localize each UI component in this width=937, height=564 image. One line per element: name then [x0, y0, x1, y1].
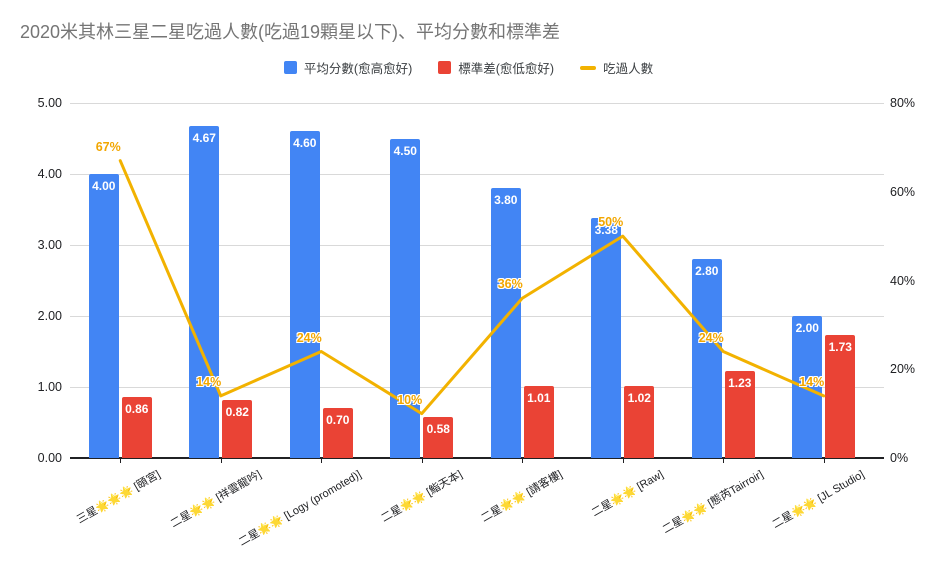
- gridline: [70, 245, 884, 246]
- left-axis-tick-label: 4.00: [37, 167, 62, 181]
- stddev-bar: [121, 396, 152, 458]
- line-point-label: 14%: [799, 374, 825, 389]
- bar-value-label: 0.58: [426, 421, 450, 436]
- left-axis-tick-label: 2.00: [37, 309, 62, 323]
- bar-value-label: 1.01: [527, 391, 551, 406]
- right-axis-tick-label: 80%: [890, 96, 916, 110]
- bar-value-label: 4.00: [92, 179, 116, 193]
- x-axis-tick: [823, 458, 825, 463]
- line-point-label: 36%: [497, 277, 523, 292]
- line-point-label: 67%: [95, 139, 121, 154]
- yellow-line-swatch: [580, 65, 597, 70]
- left-axis-tick-label: 0.00: [37, 451, 62, 465]
- x-axis-tick: [220, 458, 222, 463]
- right-axis-tick-label: 60%: [890, 184, 916, 199]
- right-axis-tick-label: 40%: [890, 273, 916, 288]
- line-point-label: 10%: [397, 392, 423, 407]
- right-axis-tick-label: 20%: [890, 362, 916, 377]
- line-point-label: 24%: [698, 330, 724, 345]
- stddev-bar: [222, 399, 253, 458]
- legend-label: 平均分數(愈高愈好): [303, 62, 413, 76]
- bar-value-label: 2.80: [695, 264, 719, 279]
- avg-score-bar: [289, 131, 320, 458]
- bar-value-label: 4.50: [393, 143, 417, 158]
- gridline: [70, 174, 884, 175]
- x-axis-tick: [723, 458, 725, 463]
- bar-value-label: 2.00: [795, 321, 819, 335]
- x-axis-tick: [321, 458, 323, 463]
- gridline: [70, 387, 884, 388]
- line-point-label: 24%: [296, 330, 322, 345]
- bar-value-label: 1.02: [627, 390, 651, 405]
- stddev-bar: [624, 385, 655, 458]
- gridline: [70, 316, 884, 317]
- stddev-bar: [825, 335, 856, 458]
- x-axis-tick: [421, 458, 423, 463]
- chart-legend: 平均分數(愈高愈好) 標準差(愈低愈好) 吃過人數: [0, 58, 937, 77]
- legend-label: 吃過人數: [603, 62, 654, 76]
- stddev-bar: [322, 408, 353, 458]
- line-point-label: 50%: [598, 215, 624, 230]
- avg-score-bar: [691, 259, 722, 458]
- bar-value-label: 0.86: [125, 401, 149, 416]
- bar-value-label: 0.82: [225, 404, 249, 419]
- line-point-label: 14%: [196, 374, 222, 389]
- x-axis-tick: [522, 458, 524, 463]
- stddev-bar: [523, 386, 554, 458]
- bar-value-label: 4.67: [192, 131, 216, 146]
- legend-item-2: 吃過人數: [580, 58, 653, 77]
- avg-score-bar: [189, 126, 220, 458]
- x-axis-tick: [120, 458, 122, 463]
- legend-label: 標準差(愈低愈好): [458, 62, 555, 76]
- stddev-bar: [724, 370, 755, 458]
- x-axis-line: [70, 457, 884, 459]
- avg-score-bar: [490, 188, 521, 458]
- left-axis-tick-label: 5.00: [37, 96, 62, 110]
- bar-value-label: 3.38: [594, 223, 618, 238]
- red-square-swatch: [438, 61, 452, 74]
- right-axis-tick-label: 0%: [890, 451, 909, 465]
- bar-value-label: 4.60: [293, 136, 317, 151]
- left-axis-tick-label: 1.00: [37, 380, 62, 394]
- blue-square-swatch: [283, 61, 297, 74]
- gridline: [70, 103, 884, 104]
- bar-value-label: 0.70: [326, 413, 350, 428]
- avg-score-bar: [591, 218, 622, 458]
- avg-score-bar: [88, 174, 119, 458]
- bar-value-label: 1.23: [728, 375, 752, 390]
- bar-value-label: 3.80: [494, 193, 518, 208]
- stddev-bar: [423, 416, 454, 458]
- x-axis-tick: [622, 458, 624, 463]
- eaten-count-line: [118, 159, 826, 416]
- left-axis-tick-label: 3.00: [37, 238, 62, 252]
- chart-title: 2020米其林三星二星吃過人數(吃過19顆星以下)、平均分數和標準差: [20, 22, 561, 42]
- legend-item-1: 標準差(愈低愈好): [438, 58, 554, 77]
- legend-item-0: 平均分數(愈高愈好): [283, 58, 413, 77]
- bar-value-label: 1.73: [828, 340, 852, 355]
